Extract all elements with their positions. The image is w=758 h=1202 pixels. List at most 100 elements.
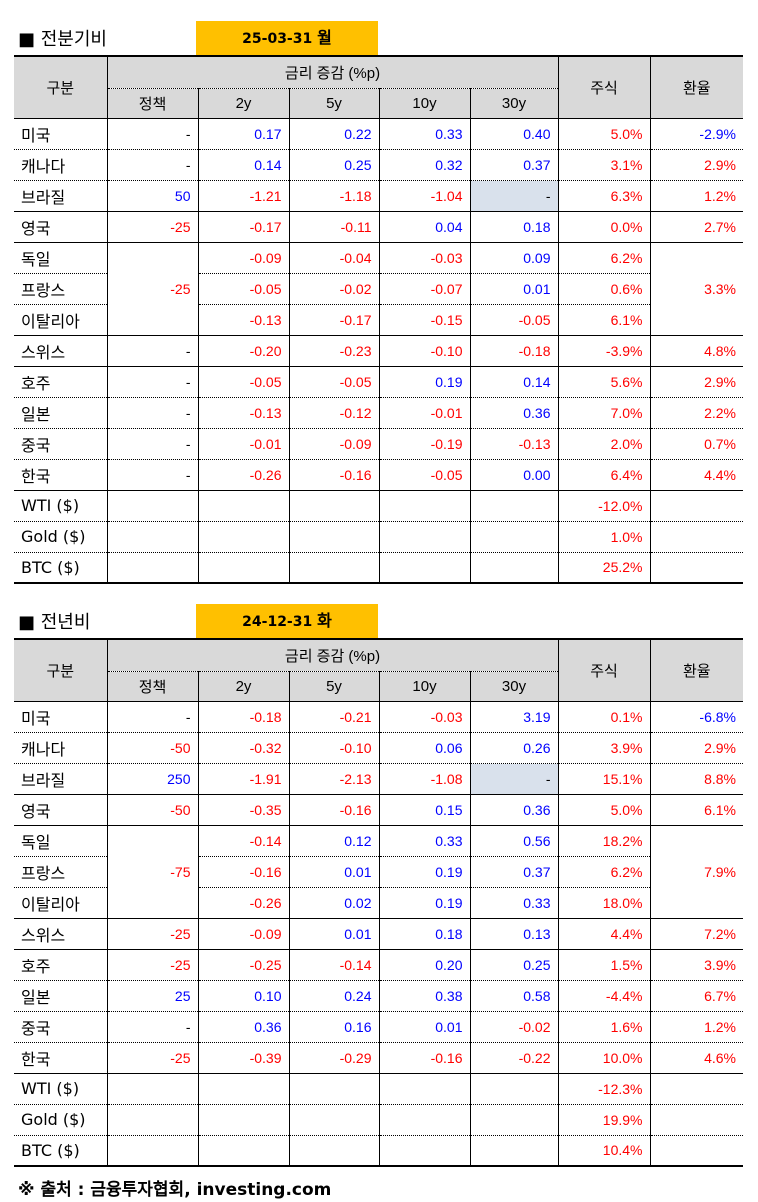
stock-value: -3.9%	[557, 335, 651, 367]
policy-value: -25	[106, 949, 199, 981]
yield-y10-value: -0.03	[378, 242, 471, 274]
stock-value: 0.6%	[557, 273, 650, 305]
source-note: ※ 출처 : 금융투자협회, investing.com	[18, 1180, 332, 1200]
stock-value: 18.0%	[557, 887, 650, 919]
table-row: 일본 - -0.13 -0.12 -0.01 0.36 7.0% 2.2%	[14, 397, 743, 429]
yield-y10-value: 0.38	[378, 980, 471, 1012]
yield-y30-value: -0.05	[469, 304, 559, 336]
policy-value: -25	[106, 1042, 199, 1074]
yield-y10-value: -1.04	[378, 180, 471, 212]
row-label: 스위스	[14, 918, 108, 950]
yield-y2-value: -0.26	[197, 887, 290, 919]
table-row: 이탈리아 -0.26 0.02 0.19 0.33 18.0%	[14, 887, 743, 919]
table-row: WTI ($) -12.0%	[14, 490, 743, 522]
header-stock: 주식	[557, 55, 651, 119]
day-of-week: 화	[317, 611, 332, 630]
row-label: WTI ($)	[14, 1073, 108, 1105]
empty-cell	[469, 521, 559, 553]
section-title: ■ 전년비	[18, 612, 91, 633]
row-label: 브라질	[14, 763, 108, 795]
yield-y2-value: -0.20	[197, 335, 290, 367]
yield-y5-value: 0.24	[288, 980, 380, 1012]
policy-value: -50	[106, 732, 199, 764]
table-row: 프랑스 -0.05 -0.02 -0.07 0.01 0.6%	[14, 273, 743, 305]
empty-cell	[106, 1104, 199, 1136]
stock-value: 5.6%	[557, 366, 651, 398]
row-label: 일본	[14, 397, 108, 429]
empty-cell	[378, 1104, 471, 1136]
policy-value: -	[106, 1011, 199, 1043]
row-label: 캐나다	[14, 149, 108, 181]
table-row: 독일 -75 -0.14 0.12 0.33 0.56 18.2% 7.9%	[14, 825, 743, 919]
stock-value: 1.6%	[557, 1011, 651, 1043]
empty-cell	[288, 490, 380, 522]
yield-y2-value: -0.32	[197, 732, 290, 764]
stock-value: 15.1%	[557, 763, 651, 795]
fx-value: 0.7%	[649, 428, 743, 460]
stock-value: 6.1%	[557, 304, 650, 336]
row-label: 한국	[14, 459, 108, 491]
yield-y10-value: -0.16	[378, 1042, 471, 1074]
yield-y30-value: 0.36	[469, 397, 559, 429]
header-category: 구분	[14, 638, 108, 702]
stock-value: 19.9%	[557, 1104, 651, 1136]
stock-value: 3.1%	[557, 149, 651, 181]
yield-y30-value: -	[469, 180, 559, 212]
policy-value: -	[106, 149, 199, 181]
fx-value: 3.9%	[649, 949, 743, 981]
yield-y10-value: 0.19	[378, 366, 471, 398]
empty-cell	[378, 521, 471, 553]
fx-value: -2.9%	[649, 118, 743, 150]
table-row: 중국 - -0.01 -0.09 -0.19 -0.13 2.0% 0.7%	[14, 428, 743, 460]
date-badge: 24-12-31 화	[196, 604, 378, 638]
yield-y10-value: 0.01	[378, 1011, 471, 1043]
yield-y2-value: -0.01	[197, 428, 290, 460]
yield-y5-value: -2.13	[288, 763, 380, 795]
yield-y10-value: 0.04	[378, 211, 471, 243]
empty-cell	[197, 1135, 290, 1167]
table-row: 한국 -25 -0.39 -0.29 -0.16 -0.22 10.0% 4.6%	[14, 1042, 743, 1074]
empty-cell	[288, 1135, 380, 1167]
yield-y2-value: -0.14	[197, 825, 290, 857]
yield-y2-value: -0.25	[197, 949, 290, 981]
yield-y2-value: -1.21	[197, 180, 290, 212]
empty-cell	[649, 521, 743, 553]
header-policy: 정책	[107, 88, 199, 119]
yield-y2-value: -0.05	[197, 273, 290, 305]
header-y10: 10y	[378, 671, 471, 702]
row-label: 미국	[14, 701, 108, 733]
empty-cell	[106, 521, 199, 553]
yield-y10-value: -0.19	[378, 428, 471, 460]
table-row: BTC ($) 10.4%	[14, 1135, 743, 1167]
yield-y5-value: 0.25	[288, 149, 380, 181]
yield-y30-value: 0.40	[469, 118, 559, 150]
row-label: 이탈리아	[14, 887, 108, 919]
empty-cell	[469, 552, 559, 584]
header-fx: 환율	[649, 638, 743, 702]
header-fx: 환율	[649, 55, 743, 119]
yield-y10-value: -0.10	[378, 335, 471, 367]
row-label: 중국	[14, 1011, 108, 1043]
table-row: Gold ($) 19.9%	[14, 1104, 743, 1136]
table-row: 독일 -25 -0.09 -0.04 -0.03 0.09 6.2% 3.3%	[14, 242, 743, 336]
yield-y5-value: -0.09	[288, 428, 380, 460]
row-label: WTI ($)	[14, 490, 108, 522]
section-head-yearly: ■ 전년비 24-12-31 화	[18, 604, 758, 638]
yield-y2-value: -0.35	[197, 794, 290, 826]
fx-value: 7.9%	[649, 825, 743, 919]
policy-value: -	[106, 701, 199, 733]
stock-value: -12.0%	[557, 490, 651, 522]
yield-y30-value: 0.33	[469, 887, 559, 919]
row-label: 일본	[14, 980, 108, 1012]
policy-value: -	[106, 428, 199, 460]
policy-value: -50	[106, 794, 199, 826]
yield-y30-value: 0.58	[469, 980, 559, 1012]
row-label: 브라질	[14, 180, 108, 212]
section-title: ■ 전분기비	[18, 29, 107, 50]
row-label: 프랑스	[14, 273, 108, 305]
yield-y5-value: -0.12	[288, 397, 380, 429]
row-label: 이탈리아	[14, 304, 108, 336]
yield-y5-value: -0.10	[288, 732, 380, 764]
empty-cell	[378, 1135, 471, 1167]
yield-y30-value: 0.13	[469, 918, 559, 950]
